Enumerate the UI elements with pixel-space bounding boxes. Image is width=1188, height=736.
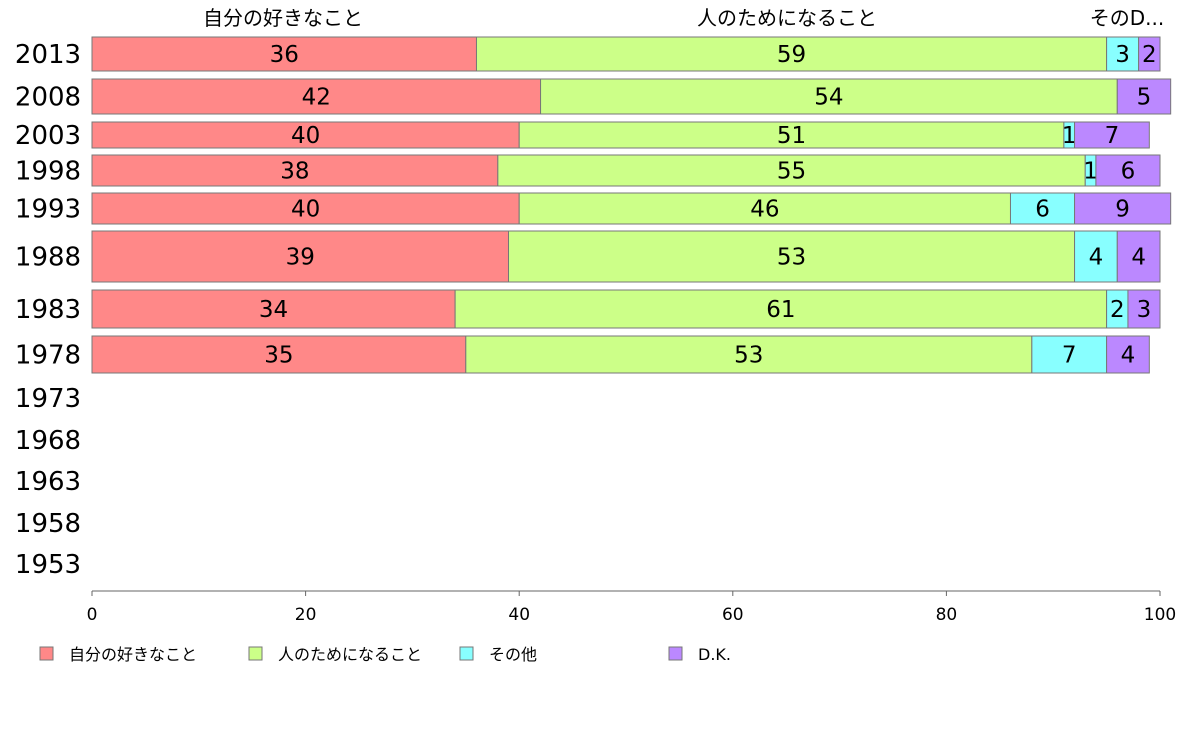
bar-segment: [1127, 289, 1161, 329]
category-label: 1953: [15, 550, 81, 580]
x-tick-label: 20: [295, 605, 317, 625]
bar-segment: [1031, 335, 1108, 374]
bar-segment: [1116, 78, 1172, 115]
data-label: 6: [1121, 159, 1136, 185]
data-label: 1: [1083, 159, 1098, 185]
bar-segment: [497, 154, 1086, 187]
category-label: 1963: [15, 467, 81, 497]
x-tick-label: 0: [87, 605, 98, 625]
data-label: 42: [302, 85, 331, 111]
data-label: 51: [777, 123, 806, 149]
legend-label: 人のためになること: [278, 645, 422, 664]
bar-segment: [465, 335, 1033, 374]
data-label: 39: [286, 245, 315, 271]
bar-segment: [91, 230, 510, 283]
top-label: 自分の好きなこと: [203, 6, 363, 30]
top-label: 人のためになること: [697, 6, 877, 30]
x-tick-label: 40: [508, 605, 530, 625]
data-label: 54: [814, 85, 843, 111]
data-label: 4: [1089, 245, 1104, 271]
bar-segment: [1116, 230, 1161, 283]
data-label: 36: [270, 42, 299, 68]
bars: 36 59 3 242 54 540 51 1 738 55 1 640 46 6 939 53 4 434 61 2…: [91, 36, 1172, 374]
category-label: 1998: [15, 157, 81, 187]
bar-segment: [540, 78, 1118, 115]
bar-segment: [91, 289, 456, 329]
data-label: 1: [1062, 123, 1077, 149]
data-label: 7: [1105, 123, 1120, 149]
data-label: 40: [291, 123, 320, 149]
data-label: 53: [734, 343, 763, 369]
category-labels: 2013 2008 2003 1998 1993 1988 1983 1978 1973 1968…: [15, 40, 81, 580]
bar-segment: [1138, 36, 1161, 72]
data-label: 3: [1115, 42, 1130, 68]
bar-segment: [91, 78, 542, 115]
data-label: 5: [1137, 85, 1152, 111]
data-label: 7: [1062, 343, 1077, 369]
bar-segment: [91, 154, 499, 187]
data-label: 35: [264, 343, 293, 369]
x-tick-label: 80: [936, 605, 958, 625]
category-label: 1973: [15, 384, 81, 414]
data-label: 2: [1110, 297, 1125, 323]
data-label: 38: [280, 159, 309, 185]
category-label: 2003: [15, 121, 81, 151]
category-label: 1958: [15, 509, 81, 539]
x-tick-label: 60: [722, 605, 744, 625]
category-label: 1978: [15, 341, 81, 371]
category-label: 1983: [15, 295, 81, 325]
data-label: 4: [1121, 343, 1136, 369]
bar-segment: [91, 36, 477, 72]
legend: 自分の好きなこと 人のためになること その他 D.K.: [39, 645, 731, 664]
bar-segment: [508, 230, 1076, 283]
legend-swatch: [668, 646, 683, 661]
bar-segment: [518, 121, 1065, 149]
category-label: 1988: [15, 243, 81, 273]
data-label: 53: [777, 245, 806, 271]
x-tick-label: 100: [1144, 605, 1176, 625]
bar-segment: [475, 36, 1108, 72]
data-label: 34: [259, 297, 288, 323]
data-label: 6: [1035, 197, 1050, 223]
bar-segment: [1106, 36, 1140, 72]
data-label: 4: [1131, 245, 1146, 271]
legend-swatch: [39, 646, 54, 661]
bar-segment: [1095, 154, 1161, 187]
legend-label: その他: [489, 645, 537, 664]
data-label: 40: [291, 197, 320, 223]
data-label: 59: [777, 42, 806, 68]
legend-label: 自分の好きなこと: [69, 645, 197, 664]
category-label: 1993: [15, 195, 81, 225]
category-label: 2008: [15, 83, 81, 113]
data-label: 2: [1142, 42, 1157, 68]
bar-segment: [1106, 335, 1150, 374]
category-label: 2013: [15, 40, 81, 70]
legend-label: D.K.: [698, 645, 731, 664]
bar-segment: [454, 289, 1108, 329]
bar-segment: [91, 192, 520, 225]
data-label: 3: [1137, 297, 1152, 323]
bar-segment: [1074, 230, 1118, 283]
data-label: 55: [777, 159, 806, 185]
bar-segment: [518, 192, 1011, 225]
bar-segment: [91, 335, 467, 374]
top-series-labels: 自分の好きなこと 人のためになること そのD...: [203, 6, 1164, 30]
legend-swatch: [248, 646, 263, 661]
bar-segment: [1074, 192, 1172, 225]
bar-segment: [1074, 121, 1150, 149]
top-label: そのD...: [1090, 6, 1164, 30]
category-label: 1968: [15, 426, 81, 456]
data-label: 46: [750, 197, 779, 223]
data-label: 9: [1115, 197, 1130, 223]
legend-swatch: [459, 646, 474, 661]
data-label: 61: [766, 297, 795, 323]
x-axis: 0 20 40 60 80 100: [87, 590, 1176, 625]
bar-segment: [1009, 192, 1076, 225]
